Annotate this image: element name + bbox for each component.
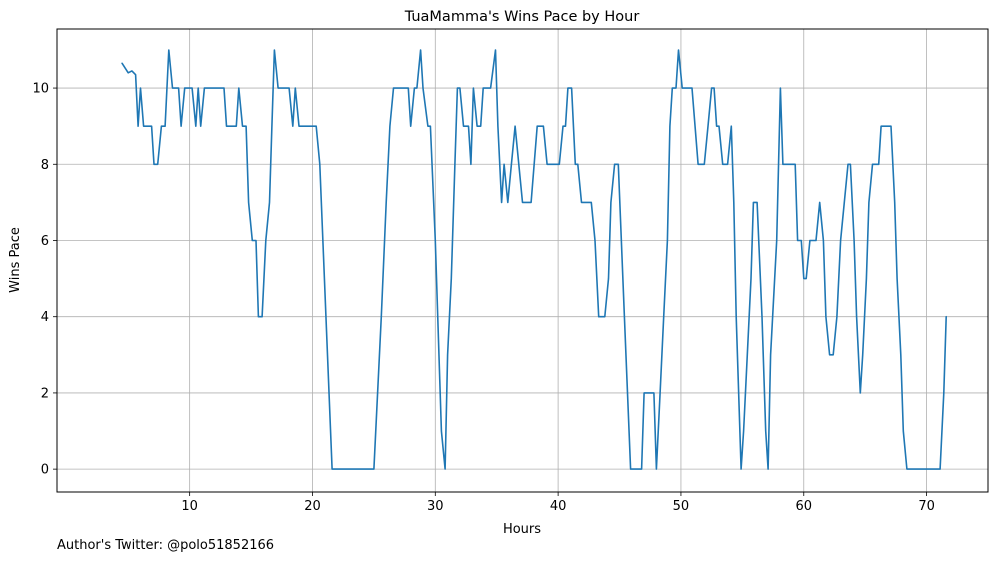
y-tick-label: 8 bbox=[41, 158, 49, 173]
y-tick-label: 4 bbox=[41, 310, 49, 325]
y-axis: 0 2 4 6 8 10 bbox=[32, 82, 57, 478]
x-tick-label: 10 bbox=[181, 499, 198, 514]
x-tick-label: 30 bbox=[427, 499, 444, 514]
y-tick-label: 6 bbox=[41, 234, 49, 249]
x-tick-label: 20 bbox=[304, 499, 321, 514]
chart-title: TuaMamma's Wins Pace by Hour bbox=[404, 9, 640, 25]
author-credit: Author's Twitter: @polo51852166 bbox=[57, 538, 275, 553]
y-tick-label: 0 bbox=[41, 463, 49, 478]
grid bbox=[57, 29, 988, 492]
x-tick-label: 70 bbox=[918, 499, 935, 514]
x-tick-label: 60 bbox=[795, 499, 812, 514]
x-tick-label: 40 bbox=[550, 499, 567, 514]
y-tick-label: 10 bbox=[32, 82, 49, 97]
x-axis-label: Hours bbox=[503, 522, 541, 537]
x-tick-label: 50 bbox=[673, 499, 690, 514]
series-layer bbox=[121, 49, 947, 470]
y-axis-label: Wins Pace bbox=[8, 227, 23, 293]
y-tick-label: 2 bbox=[41, 386, 49, 401]
plot-background bbox=[57, 29, 988, 492]
wins-pace-line bbox=[121, 49, 947, 470]
plot-frame bbox=[56, 28, 989, 493]
x-axis: 10 20 30 40 50 60 70 bbox=[181, 492, 935, 514]
